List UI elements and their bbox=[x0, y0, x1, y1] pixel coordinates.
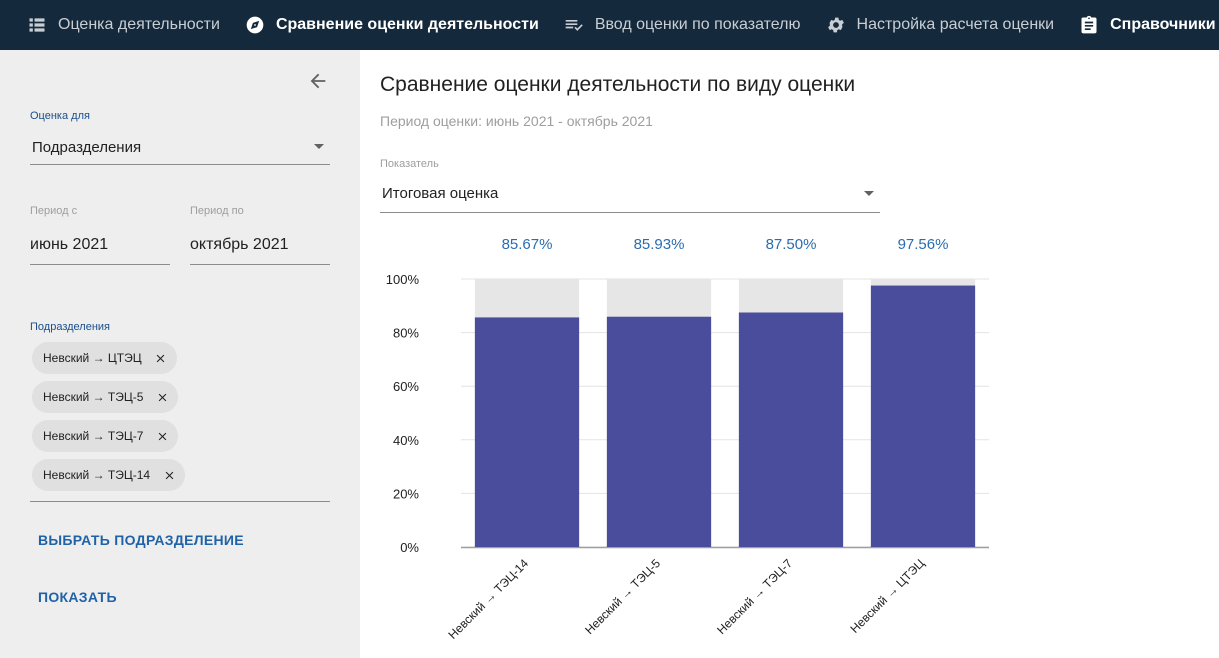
nav-item-calculation-settings[interactable]: Настройка расчета оценки bbox=[813, 0, 1067, 50]
bar-remainder bbox=[738, 279, 844, 313]
indicator-value: Итоговая оценка bbox=[382, 185, 499, 202]
show-button[interactable]: ПОКАЗАТЬ bbox=[38, 589, 117, 605]
x-tick-label: Невский → ТЭЦ-5 bbox=[582, 556, 663, 637]
nav-item-label: Настройка расчета оценки bbox=[856, 16, 1055, 33]
close-icon bbox=[158, 432, 167, 440]
bar-value-label: 85.67% bbox=[502, 236, 553, 253]
department-chip-label: Невский → ТЭЦ-7 bbox=[43, 429, 144, 443]
nav-item-label: Справочники bbox=[1110, 16, 1216, 33]
chevron-down-icon bbox=[314, 144, 324, 149]
indicator-label: Показатель bbox=[380, 158, 439, 170]
department-chip: Невский → ТЭЦ-5 bbox=[32, 381, 179, 413]
x-tick-label: Невский → ТЭЦ-7 bbox=[714, 556, 795, 637]
top-navigation: Оценка деятельности Сравнение оценки дея… bbox=[0, 0, 1219, 50]
y-tick-label: 40% bbox=[393, 433, 419, 448]
department-chip-label: Невский → ТЭЦ-14 bbox=[43, 468, 151, 482]
bar[interactable] bbox=[738, 312, 844, 548]
period-to-label: Период по bbox=[190, 205, 244, 217]
department-chip: Невский → ТЭЦ-14 bbox=[32, 459, 186, 491]
nav-item-label: Ввод оценки по показателю bbox=[594, 16, 801, 33]
period-from-label: Период с bbox=[30, 205, 78, 217]
chip-remove-button[interactable] bbox=[153, 427, 171, 445]
y-tick-label: 60% bbox=[393, 379, 419, 394]
department-chip-label: Невский → ТЭЦ-5 bbox=[43, 390, 144, 404]
nav-item-evaluation-comparison[interactable]: Сравнение оценки деятельности bbox=[232, 0, 551, 50]
collapse-sidebar-button[interactable] bbox=[304, 67, 332, 95]
nav-item-directories[interactable]: Справочники bbox=[1066, 0, 1219, 50]
y-tick-label: 20% bbox=[393, 486, 419, 501]
department-chip-label: Невский → ЦТЭЦ bbox=[43, 351, 142, 365]
x-tick-label: Невский → ЦТЭЦ bbox=[847, 556, 927, 636]
bar-remainder bbox=[606, 279, 712, 317]
filter-sidebar: Оценка для Подразделения Период с июнь 2… bbox=[0, 50, 360, 658]
bar-value-label: 85.93% bbox=[634, 236, 685, 253]
bar[interactable] bbox=[606, 316, 712, 547]
bar-remainder bbox=[474, 279, 580, 318]
y-tick-label: 80% bbox=[393, 326, 419, 341]
nav-item-label: Оценка деятельности bbox=[58, 16, 220, 33]
list-icon bbox=[26, 14, 48, 36]
close-icon bbox=[165, 471, 173, 479]
evaluation-for-label: Оценка для bbox=[30, 110, 90, 122]
compass-icon bbox=[244, 14, 266, 36]
period-to-input[interactable]: октябрь 2021 bbox=[190, 226, 330, 265]
chip-remove-button[interactable] bbox=[160, 466, 178, 484]
y-tick-label: 0% bbox=[400, 540, 419, 555]
close-icon bbox=[156, 354, 165, 362]
chevron-down-icon bbox=[864, 190, 874, 196]
department-chip: Невский → ЦТЭЦ bbox=[32, 342, 177, 374]
indicator-select[interactable]: Итоговая оценка bbox=[380, 175, 880, 213]
select-department-button[interactable]: ВЫБРАТЬ ПОДРАЗДЕЛЕНИЕ bbox=[38, 532, 244, 548]
period-from-input[interactable]: июнь 2021 bbox=[30, 226, 170, 265]
close-icon bbox=[158, 393, 167, 401]
bar[interactable] bbox=[870, 285, 976, 547]
chip-remove-button[interactable] bbox=[152, 349, 170, 367]
arrow-left-icon bbox=[310, 73, 326, 89]
chip-remove-button[interactable] bbox=[153, 388, 171, 406]
nav-item-indicator-input[interactable]: Ввод оценки по показателю bbox=[551, 0, 813, 50]
nav-item-activity-evaluation[interactable]: Оценка деятельности bbox=[0, 0, 232, 50]
page-title: Сравнение оценки деятельности по виду оц… bbox=[380, 73, 856, 96]
bar-remainder bbox=[870, 279, 976, 286]
comparison-bar-chart: 0% 20% 40% 60% 80% 100% 85.67% Невский → ТЭЦ-14… bbox=[386, 236, 989, 642]
evaluation-for-select[interactable]: Подразделения bbox=[30, 130, 330, 165]
gear-icon bbox=[825, 14, 847, 36]
period-to-value: октябрь 2021 bbox=[190, 236, 289, 253]
y-tick-label: 100% bbox=[386, 272, 420, 287]
bar-value-label: 87.50% bbox=[766, 236, 817, 253]
evaluation-for-value: Подразделения bbox=[32, 138, 142, 156]
main-content: Сравнение оценки деятельности по виду оц… bbox=[360, 50, 1219, 658]
nav-item-label: Сравнение оценки деятельности bbox=[275, 16, 539, 33]
departments-label: Подразделения bbox=[30, 321, 110, 333]
departments-chip-list[interactable]: Невский → ЦТЭЦ Невский → ТЭЦ-5 Невский →… bbox=[30, 340, 330, 502]
x-tick-label: Невский → ТЭЦ-14 bbox=[445, 556, 531, 642]
playlist-check-icon bbox=[563, 14, 585, 36]
bar[interactable] bbox=[474, 317, 580, 547]
period-subtitle: Период оценки: июнь 2021 - октябрь 2021 bbox=[380, 113, 653, 129]
clipboard-icon bbox=[1078, 14, 1100, 36]
department-chip: Невский → ТЭЦ-7 bbox=[32, 420, 179, 452]
bar-value-label: 97.56% bbox=[898, 236, 949, 253]
period-from-value: июнь 2021 bbox=[30, 236, 109, 253]
